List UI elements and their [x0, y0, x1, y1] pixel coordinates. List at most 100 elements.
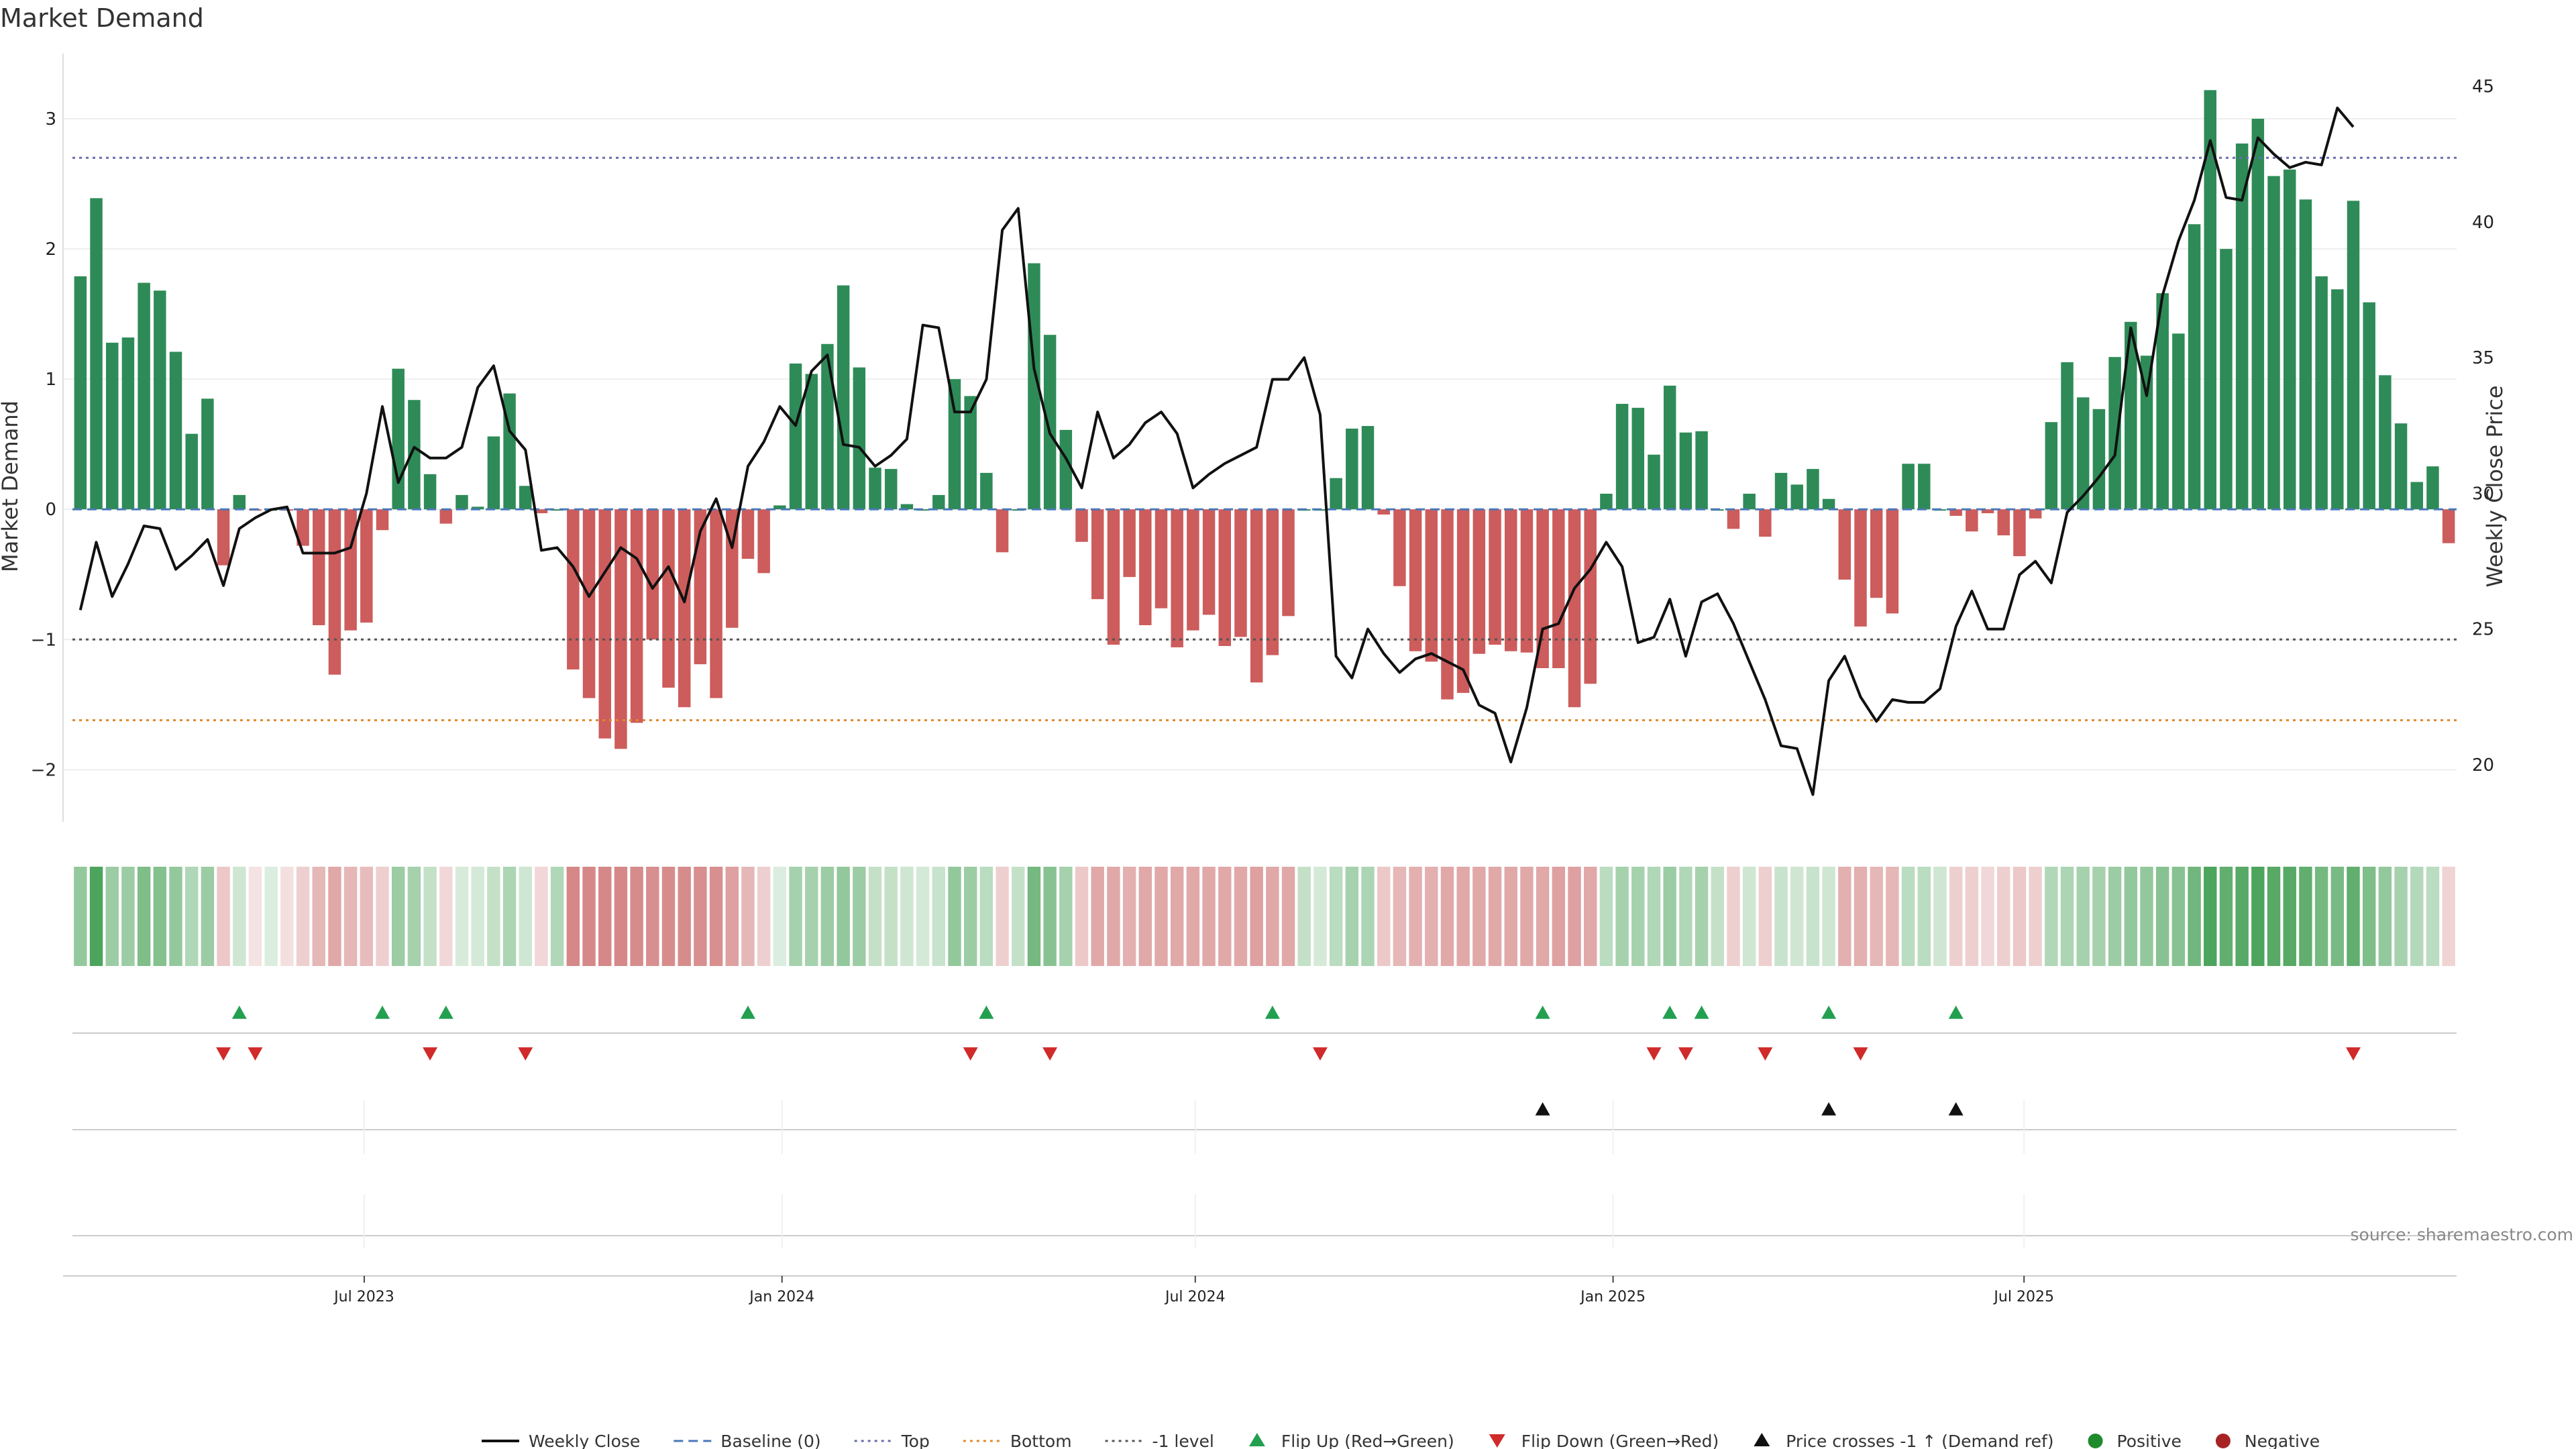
- legend-item: Flip Down (Green→Red): [1489, 1432, 1719, 1449]
- legend-item: Flip Up (Red→Green): [1248, 1432, 1454, 1449]
- regime-cell: [74, 867, 87, 966]
- regime-cell: [963, 867, 977, 966]
- positive-bar: [233, 494, 246, 510]
- y-tick-label: 0: [45, 500, 56, 520]
- legend-item: Negative: [2215, 1432, 2320, 1449]
- y-tick-label: 3: [45, 109, 56, 129]
- positive-bar: [853, 367, 866, 510]
- legend-label: Positive: [2117, 1432, 2182, 1449]
- legend-label: Bottom: [1010, 1432, 1072, 1449]
- negative-bar: [1091, 509, 1104, 600]
- regime-cell: [1186, 867, 1200, 966]
- positive-bar: [1059, 429, 1073, 510]
- negative-bar: [1202, 509, 1216, 615]
- x-tick-label: Jul 2024: [1164, 1289, 1226, 1305]
- regime-cell: [1250, 867, 1263, 966]
- negative-bar: [741, 509, 755, 559]
- regime-cell: [773, 867, 787, 966]
- regime-cell: [360, 867, 374, 966]
- regime-cell: [598, 867, 612, 966]
- positive-bar: [2331, 289, 2344, 510]
- negative-bar: [710, 509, 722, 698]
- positive-bar: [1615, 404, 1629, 510]
- regime-cell: [2299, 867, 2312, 966]
- regime-cell: [1965, 867, 1979, 966]
- regime-cell: [121, 867, 135, 966]
- regime-cell: [1711, 867, 1724, 966]
- x-tick-label: Jan 2025: [1579, 1289, 1646, 1305]
- flip-down-marker: [216, 1047, 231, 1061]
- regime-cell: [2045, 867, 2058, 966]
- flip-down-marker: [423, 1047, 438, 1061]
- positive-bar: [789, 363, 802, 510]
- regime-cell: [1997, 867, 2010, 966]
- regime-cell: [1488, 867, 1502, 966]
- negative-bar: [1838, 509, 1851, 580]
- y-tick-label: 2: [45, 239, 56, 260]
- regime-cell: [2394, 867, 2408, 966]
- regime-cell: [1838, 867, 1851, 966]
- regime-cell: [1043, 867, 1057, 966]
- regime-cell: [2124, 867, 2138, 966]
- regime-cell: [248, 867, 262, 966]
- negative-bar: [1505, 509, 1517, 651]
- regime-cell: [1107, 867, 1120, 966]
- positive-bar: [2092, 409, 2106, 510]
- negative-bar: [1075, 509, 1088, 542]
- regime-cell: [1361, 867, 1375, 966]
- regime-cell: [217, 867, 230, 966]
- regime-cell: [2092, 867, 2106, 966]
- negative-bar: [1854, 509, 1867, 627]
- regime-cell: [2171, 867, 2186, 966]
- negative-bar: [328, 509, 341, 675]
- regime-cell: [900, 867, 914, 966]
- regime-cell: [1679, 867, 1693, 966]
- positive-bar: [423, 474, 437, 510]
- positive-bar: [821, 343, 834, 510]
- regime-cell: [820, 867, 835, 966]
- regime-cell: [89, 867, 103, 966]
- regime-cell: [884, 867, 898, 966]
- legend-swatch-triangle-up: [1248, 1433, 1265, 1446]
- negative-bar: [1377, 509, 1390, 515]
- negative-bar: [2442, 509, 2455, 543]
- regime-cell: [105, 867, 119, 966]
- flip-up-marker: [231, 1006, 247, 1019]
- regime-cell: [630, 867, 643, 966]
- regime-cell: [519, 867, 532, 966]
- regime-cell: [1266, 867, 1279, 966]
- positive-bar: [1822, 498, 1835, 510]
- positive-bar: [964, 396, 977, 510]
- positive-bar: [551, 509, 564, 511]
- negative-bar: [297, 509, 309, 546]
- positive-bar: [980, 472, 993, 510]
- regime-cell: [1742, 867, 1756, 966]
- regime-cell: [646, 867, 659, 966]
- negative-bar: [344, 509, 357, 631]
- y2-tick-label: 45: [2472, 77, 2494, 97]
- positive-bar: [773, 505, 786, 510]
- regime-cell: [1695, 867, 1709, 966]
- regime-cell: [1933, 867, 1947, 966]
- regime-cell: [2426, 867, 2440, 966]
- negative-bar: [1568, 509, 1581, 708]
- positive-bar: [455, 494, 468, 510]
- positive-bar: [1648, 454, 1660, 510]
- regime-cell: [502, 867, 517, 966]
- negative-bar: [1870, 509, 1883, 598]
- positive-bar: [201, 398, 214, 510]
- regime-cell: [709, 867, 723, 966]
- regime-cell: [264, 867, 278, 966]
- regime-cell: [2188, 867, 2201, 966]
- legend-label: Price crosses -1 ↑ (Demand ref): [1786, 1432, 2053, 1449]
- negative-bar: [1266, 509, 1279, 655]
- positive-bar: [1695, 431, 1708, 510]
- y2-tick-label: 25: [2472, 620, 2494, 640]
- regime-cell: [423, 867, 437, 966]
- regime-cell: [741, 867, 755, 966]
- positive-bar: [408, 400, 421, 510]
- positive-bar: [1679, 432, 1693, 510]
- regime-cell: [487, 867, 500, 966]
- regime-cell: [757, 867, 771, 966]
- positive-bar: [2426, 466, 2439, 510]
